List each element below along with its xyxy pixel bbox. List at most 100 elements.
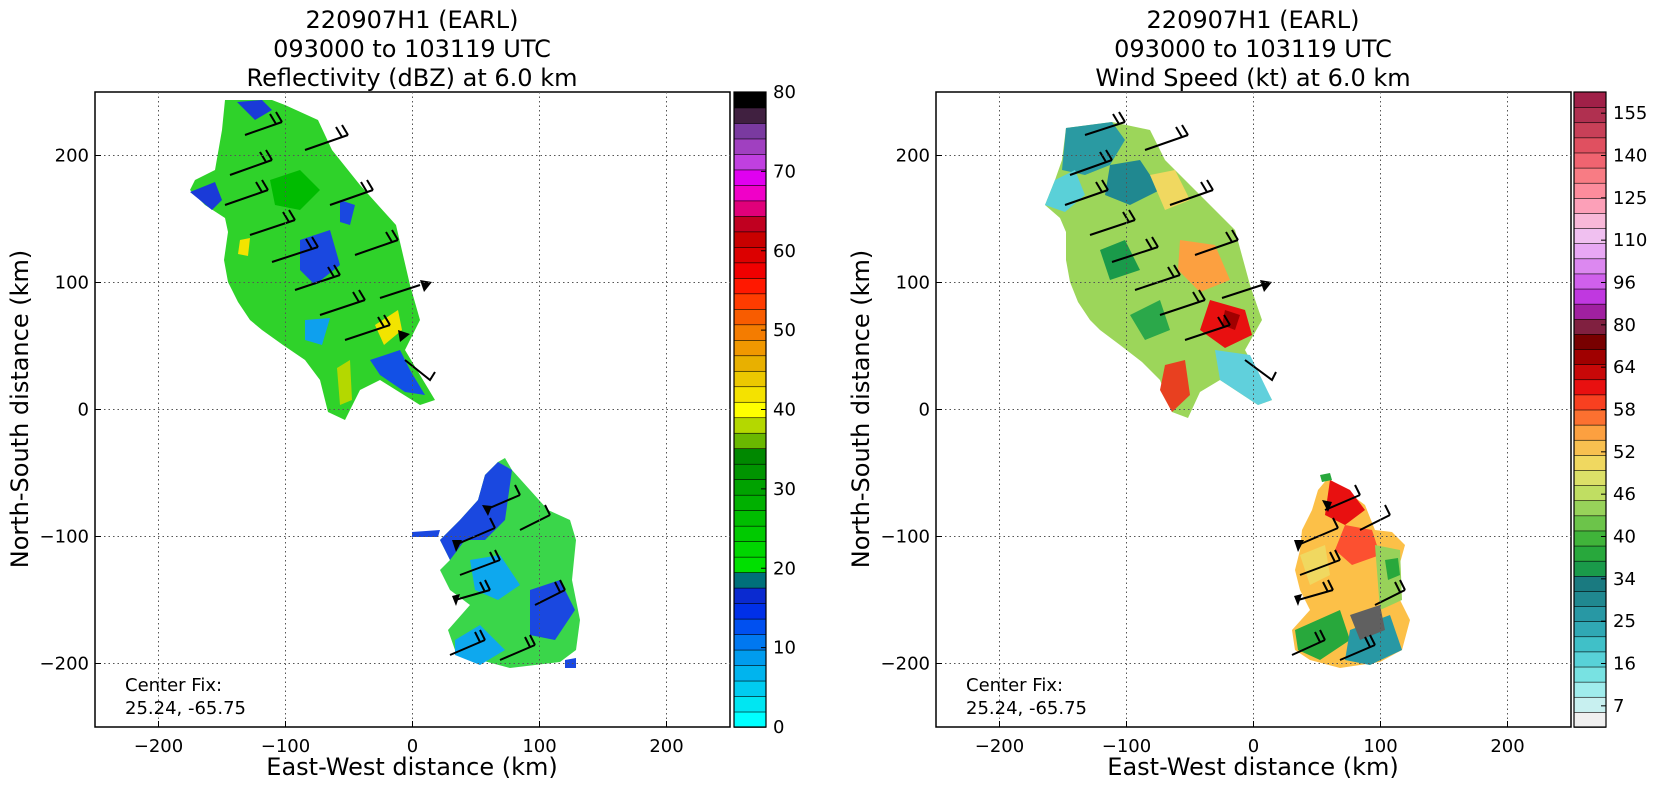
left-title-line-2: 093000 to 103119 UTC (273, 35, 551, 63)
right-colorbar-tick-label: 7 (1613, 696, 1624, 717)
right-colorbar-step (1573, 696, 1607, 713)
left-y-tick-label: −200 (40, 654, 89, 675)
left-colorbar-step (733, 246, 767, 264)
right-colorbar-step (1573, 681, 1607, 698)
left-colorbar-step (733, 354, 767, 372)
left-x-tick-label: 200 (649, 736, 683, 757)
left-colorbar-step (733, 680, 767, 697)
right-title-line-1: 220907H1 (EARL) (1147, 6, 1360, 34)
left-colorbar-step (733, 494, 767, 511)
right-colorbar-tick-label: 46 (1613, 484, 1636, 505)
left-center-fix-value: 25.24, -65.75 (125, 698, 246, 719)
left-x-tick-label: 100 (522, 736, 556, 757)
left-colorbar-step (733, 91, 767, 109)
right-colorbar-step (1573, 121, 1607, 139)
right-colorbar-step (1573, 182, 1607, 199)
right-colorbar-step (1573, 484, 1607, 502)
left-colorbar-step (733, 277, 767, 295)
right-colorbar-step (1573, 454, 1607, 471)
left-panel: 220907H1 (EARL) 093000 to 103119 UTC Ref… (6, 6, 796, 781)
left-colorbar-tick-label: 40 (773, 400, 796, 421)
right-colorbar-step (1573, 424, 1607, 441)
right-colorbar-tick-label: 16 (1613, 654, 1636, 675)
right-panel: 220907H1 (EARL) 093000 to 103119 UTC Win… (847, 6, 1647, 781)
left-x-tick-label: 0 (407, 736, 418, 757)
right-colorbar-step (1573, 378, 1607, 396)
left-x-tick-label: −200 (134, 736, 183, 757)
right-x-tick-label: 100 (1363, 736, 1397, 757)
left-colorbar-step (733, 571, 767, 589)
left-title-line-1: 220907H1 (EARL) (306, 6, 519, 34)
right-x-axis-label: East-West distance (km) (1107, 753, 1398, 781)
right-y-tick-label: 200 (896, 146, 930, 167)
right-colorbar-step (1573, 560, 1607, 577)
right-colorbar-tick-label: 80 (1613, 315, 1636, 336)
left-colorbar-step (733, 308, 767, 326)
left-colorbar-step (733, 324, 767, 341)
left-colorbar-step (733, 262, 767, 279)
right-colorbar-step (1573, 303, 1607, 320)
right-x-tick-label: 0 (1248, 736, 1259, 757)
left-colorbar-step (733, 107, 767, 124)
right-colorbar-step (1573, 575, 1607, 592)
left-colorbar-step (733, 293, 767, 310)
left-colorbar-step (733, 618, 767, 635)
left-colorbar-step (733, 231, 767, 248)
left-colorbar: 0 10 20 30 40 50 60 70 80 (733, 82, 796, 738)
right-colorbar-step (1573, 590, 1607, 607)
right-colorbar-step (1573, 363, 1607, 381)
right-colorbar: 7 16 25 34 40 46 52 58 64 80 96 110 125 140 155 (1573, 91, 1647, 728)
left-colorbar-step (733, 649, 767, 666)
right-center-fix-label: Center Fix: (966, 675, 1063, 696)
right-colorbar-step (1573, 242, 1607, 260)
right-colorbar-step (1573, 318, 1607, 335)
left-data-field (190, 100, 580, 668)
left-colorbar-tick-label: 50 (773, 320, 796, 341)
right-colorbar-step (1573, 106, 1607, 124)
left-x-tick-label: −100 (261, 736, 310, 757)
left-colorbar-step (733, 370, 767, 388)
right-colorbar-tick-label: 34 (1613, 569, 1636, 590)
left-colorbar-step (733, 509, 767, 527)
left-colorbar-step (733, 416, 767, 434)
right-colorbar-step (1573, 545, 1607, 562)
right-colorbar-step (1573, 711, 1607, 728)
right-y-axis-label: North-South distance (km) (847, 250, 875, 569)
right-colorbar-tick-label: 25 (1613, 611, 1636, 632)
right-colorbar-step (1573, 394, 1607, 411)
left-colorbar-step (733, 447, 767, 465)
right-colorbar-step (1573, 469, 1607, 486)
right-title-line-2: 093000 to 103119 UTC (1114, 35, 1392, 63)
right-title-line-3: Wind Speed (kt) at 6.0 km (1095, 64, 1410, 92)
left-colorbar-step (733, 695, 767, 713)
right-colorbar-step (1573, 620, 1607, 638)
left-colorbar-step (733, 215, 767, 233)
right-colorbar-step (1573, 499, 1607, 517)
left-y-tick-label: 100 (55, 273, 89, 294)
left-colorbar-step (733, 138, 767, 155)
left-colorbar-step (733, 602, 767, 620)
left-colorbar-step (733, 664, 767, 682)
right-colorbar-step (1573, 273, 1607, 290)
right-colorbar-tick-label: 64 (1613, 357, 1636, 378)
right-colorbar-step (1573, 666, 1607, 683)
left-colorbar-step (733, 463, 767, 480)
right-colorbar-step (1573, 288, 1607, 305)
left-colorbar-step (733, 385, 767, 403)
right-colorbar-step (1573, 212, 1607, 229)
left-colorbar-step (733, 711, 767, 728)
right-colorbar-step (1573, 515, 1607, 532)
left-y-axis-label: North-South distance (km) (6, 250, 34, 569)
left-center-fix-label: Center Fix: (125, 675, 222, 696)
left-colorbar-tick-label: 0 (773, 717, 784, 738)
left-colorbar-step (733, 478, 767, 496)
left-colorbar-step (733, 556, 767, 573)
right-colorbar-step (1573, 152, 1607, 169)
right-colorbar-step (1573, 409, 1607, 426)
right-colorbar-step (1573, 137, 1607, 154)
left-colorbar-step (733, 587, 767, 604)
left-x-axis-label: East-West distance (km) (266, 753, 557, 781)
right-colorbar-step (1573, 91, 1607, 108)
right-colorbar-tick-label: 52 (1613, 442, 1636, 463)
